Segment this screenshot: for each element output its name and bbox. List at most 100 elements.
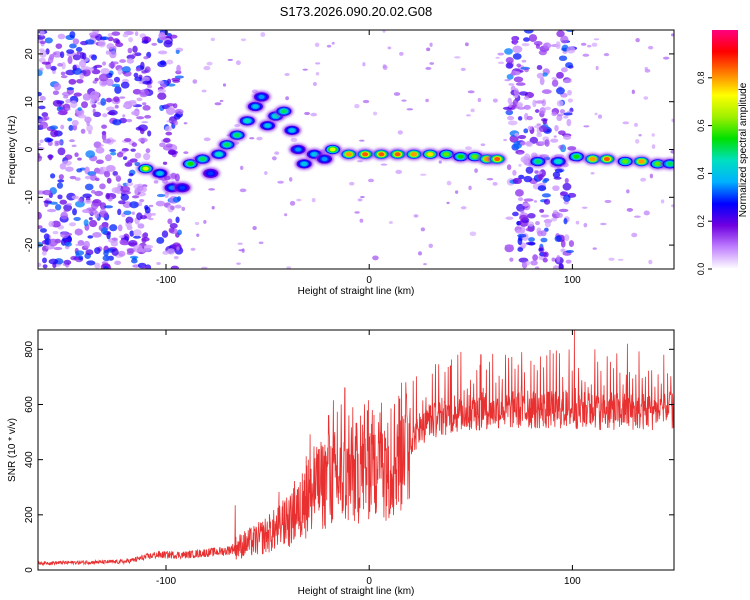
heatmap-noise-blob — [98, 210, 109, 218]
heatmap-noise-blob — [504, 244, 514, 248]
heatmap-speck — [196, 233, 200, 237]
heatmap-noise-blob — [60, 51, 65, 59]
heatmap-speck — [464, 42, 469, 47]
heatmap-noise-blob — [100, 227, 108, 235]
heatmap-speck — [595, 65, 599, 71]
heatmap-speck — [382, 30, 386, 33]
heatmap-speck — [362, 99, 370, 104]
heatmap-speck — [252, 226, 257, 231]
heatmap-noise-blob — [48, 220, 54, 227]
heatmap-noise-blob — [562, 182, 572, 191]
colorbar-tick-label: 0.4 — [696, 167, 706, 180]
heatmap-ridge-point — [666, 161, 673, 166]
heatmap-speck — [393, 92, 401, 96]
heatmap-noise-blob — [137, 223, 145, 229]
heatmap-speck — [277, 180, 284, 184]
heatmap-noise-blob — [523, 37, 530, 42]
heatmap-speck — [550, 217, 557, 222]
heatmap-noise-blob — [72, 54, 81, 61]
heatmap-noise-blob — [147, 84, 153, 89]
heatmap-speck — [183, 122, 188, 125]
heatmap-noise-blob — [60, 71, 66, 76]
heatmap-ridge-point — [494, 157, 501, 162]
heatmap-ridge-point — [252, 104, 259, 109]
heatmap-noise-blob — [158, 32, 166, 41]
heatmap-speck — [62, 263, 68, 266]
heatmap-speck — [474, 168, 478, 173]
heatmap-noise-blob — [100, 98, 107, 106]
heatmap-noise-blob — [141, 76, 150, 82]
heatmap-speck — [349, 181, 355, 186]
heatmap-noise-blob — [141, 40, 149, 44]
heatmap-noise-blob — [134, 162, 141, 167]
heatmap-noise-blob — [554, 124, 559, 132]
heatmap-speck — [288, 177, 293, 182]
heatmap-speck — [69, 139, 75, 143]
heatmap-speck — [419, 173, 427, 176]
heatmap-noise-blob — [515, 82, 526, 86]
heatmap-speck — [382, 64, 387, 69]
heatmap-noise-blob — [76, 168, 83, 173]
heatmap-noise-blob — [110, 151, 117, 156]
heatmap-noise-blob — [539, 77, 545, 86]
heatmap-y-tick-label: -10 — [24, 190, 35, 205]
heatmap-speck — [438, 160, 442, 164]
heatmap-noise-blob — [70, 100, 78, 109]
heatmap-speck — [635, 38, 640, 43]
heatmap-noise-blob — [554, 168, 563, 173]
heatmap-noise-blob — [540, 237, 548, 243]
heatmap-noise-blob — [523, 198, 534, 202]
heatmap-speck — [583, 222, 588, 228]
heatmap-noise-blob — [114, 260, 122, 265]
heatmap-noise-blob — [84, 183, 94, 191]
heatmap-noise-blob — [109, 148, 116, 153]
heatmap-noise-blob — [78, 255, 84, 261]
heatmap-noise-blob — [529, 136, 539, 144]
heatmap-speck — [651, 133, 655, 137]
heatmap-noise-blob — [127, 160, 133, 165]
heatmap-speck — [354, 211, 360, 214]
heatmap-speck — [426, 47, 431, 52]
heatmap-speck — [258, 241, 264, 245]
heatmap-ridge-point — [443, 152, 450, 157]
heatmap-noise-blob — [99, 183, 106, 190]
heatmap-speck — [497, 52, 505, 56]
heatmap-noise-blob — [544, 139, 550, 147]
heatmap-speck — [302, 68, 308, 71]
heatmap-speck — [429, 62, 435, 65]
heatmap-speck — [88, 95, 95, 99]
heatmap-ridge-point — [234, 133, 241, 138]
heatmap-ridge-point — [378, 152, 385, 157]
heatmap-noise-blob — [168, 150, 179, 155]
heatmap-speck — [312, 81, 317, 87]
heatmap-speck — [241, 248, 245, 253]
heatmap-noise-blob — [509, 134, 519, 143]
heatmap-speck — [380, 163, 388, 166]
heatmap-noise-blob — [567, 89, 572, 96]
heatmap-speck — [524, 67, 529, 73]
heatmap-noise-blob — [568, 240, 575, 248]
heatmap-noise-blob — [541, 193, 552, 198]
heatmap-speck — [362, 62, 366, 67]
heatmap-speck — [142, 102, 147, 106]
heatmap-noise-blob — [542, 179, 548, 184]
heatmap-noise-blob — [128, 101, 137, 107]
heatmap-ridge-point — [288, 128, 295, 133]
heatmap-noise-blob — [94, 177, 100, 182]
heatmap-noise-blob — [525, 166, 534, 174]
heatmap-noise-blob — [101, 132, 107, 141]
heatmap-ridge-point — [457, 154, 464, 159]
heatmap-noise-blob — [53, 82, 62, 91]
heatmap-noise-blob — [167, 218, 173, 225]
heatmap-y-tick-label: 0 — [24, 146, 35, 152]
heatmap-noise-blob — [114, 85, 122, 94]
heatmap-noise-blob — [110, 240, 119, 247]
heatmap-speck — [495, 56, 500, 59]
heatmap-x-ticks: -100 0 100 — [156, 30, 581, 286]
heatmap-noise-blob — [538, 125, 548, 133]
heatmap-noise-blob — [567, 98, 574, 103]
heatmap-noise-blob — [133, 72, 139, 78]
heatmap-speck — [206, 61, 213, 66]
colorbar-gradient — [712, 30, 738, 269]
heatmap-noise-blob — [512, 177, 523, 185]
